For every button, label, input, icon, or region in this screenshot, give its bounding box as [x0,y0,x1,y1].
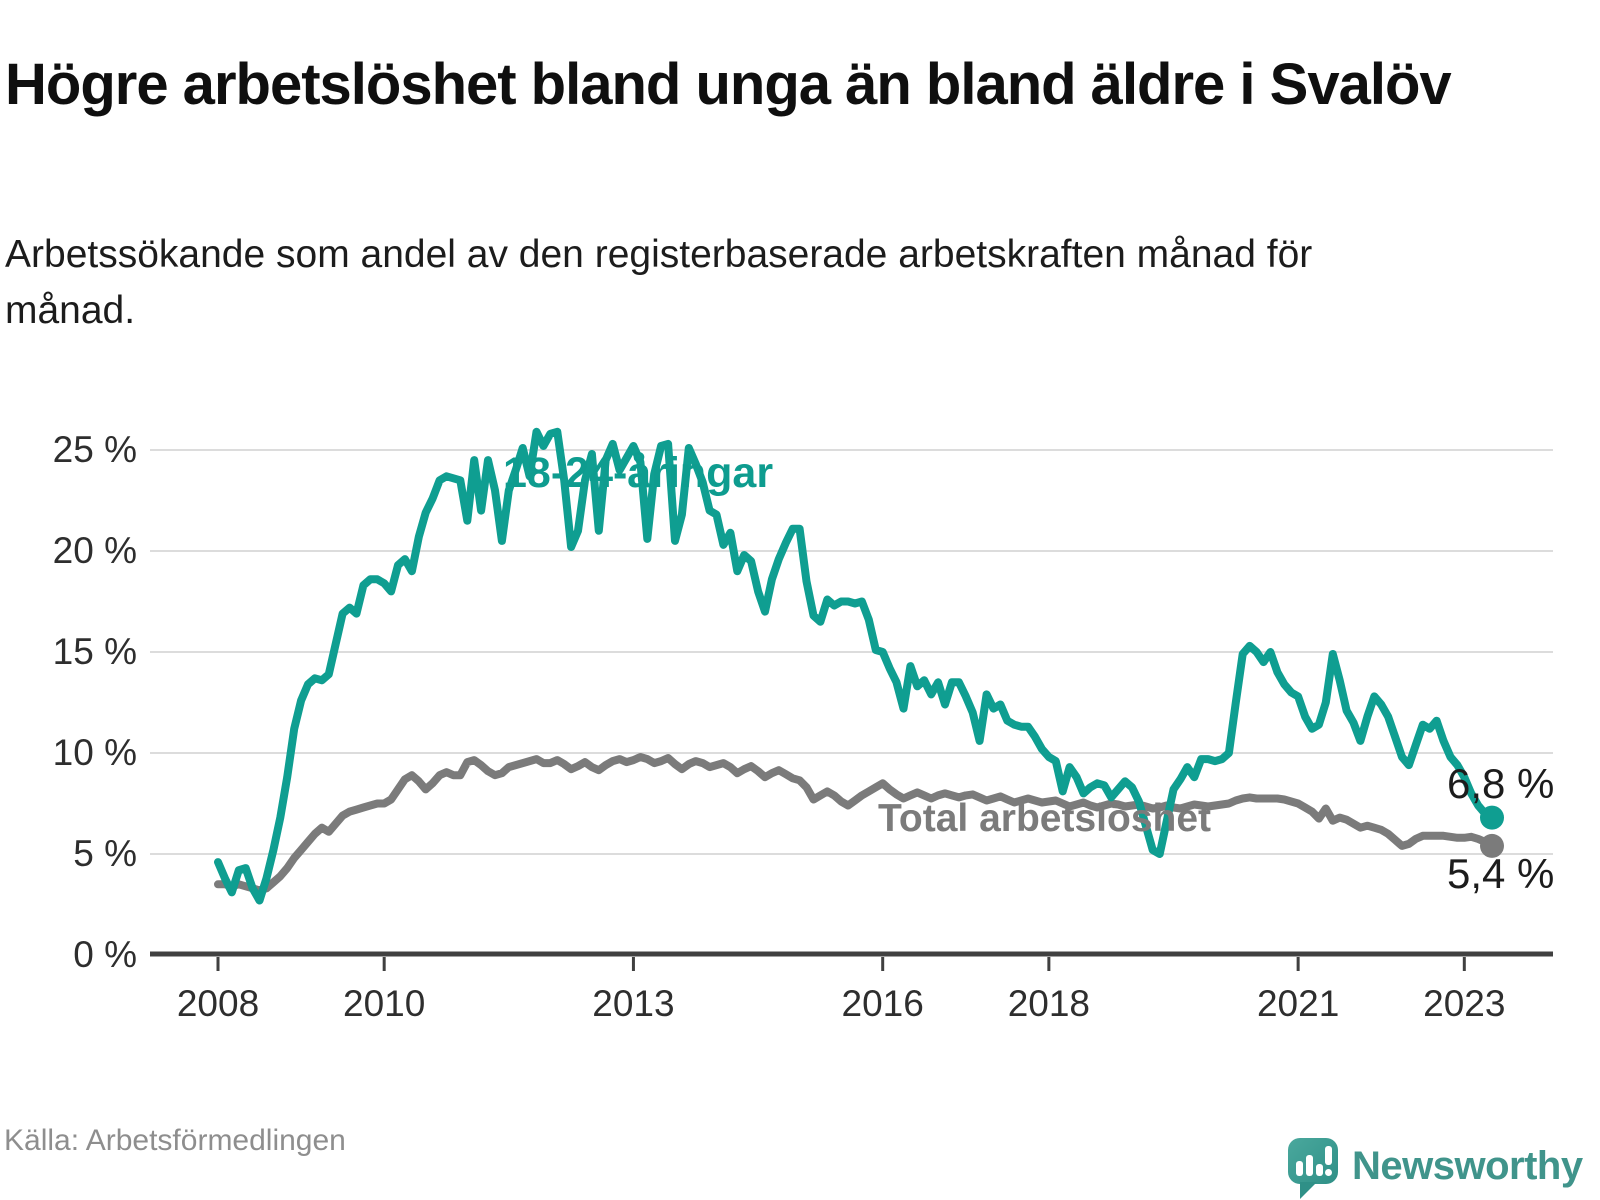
y-axis-label: 20 % [52,530,137,571]
brand-name: Newsworthy [1352,1144,1583,1188]
end-dot-total [1480,833,1504,858]
logo-bubble-tail [1300,1182,1317,1199]
logo-exclamation-dot-icon [1325,1169,1332,1176]
x-axis-label: 2018 [1007,983,1091,1024]
series-label-youth: 18-24-åringar [503,449,774,497]
page-subtitle: Arbetssökande som andel av den registerb… [5,233,1313,332]
x-axis-label: 2021 [1256,983,1340,1024]
series-line-youth [214,427,1496,905]
logo-bar-icon [1296,1161,1303,1176]
series-label-total: Total arbetslöshet [878,797,1212,840]
y-axis-label: 15 % [52,631,137,672]
series-line-total [214,753,1496,895]
logo-bar-icon [1316,1164,1323,1176]
y-axis-label: 0 % [73,934,137,975]
end-value-label-youth: 6,8 % [1447,760,1555,807]
logo-exclamation-icon [1325,1146,1332,1165]
newsworthy-chart-bubble-icon [1288,1138,1338,1184]
x-axis-label: 2010 [343,983,426,1024]
x-axis-label: 2016 [841,983,924,1024]
x-axis-label: 2023 [1423,983,1506,1024]
logo-bar-icon [1306,1155,1313,1176]
source-note: Källa: Arbetsförmedlingen [4,1124,346,1157]
x-axis-label: 2008 [176,983,260,1024]
page-title: Högre arbetslöshet bland unga än bland ä… [5,51,1452,117]
y-axis-label: 5 % [73,833,137,874]
y-axis-label: 10 % [52,732,137,773]
x-axis-label: 2013 [592,983,675,1024]
y-axis-label: 25 % [52,429,137,470]
end-value-label-total: 5,4 % [1447,850,1555,897]
end-dot-youth [1480,805,1504,830]
